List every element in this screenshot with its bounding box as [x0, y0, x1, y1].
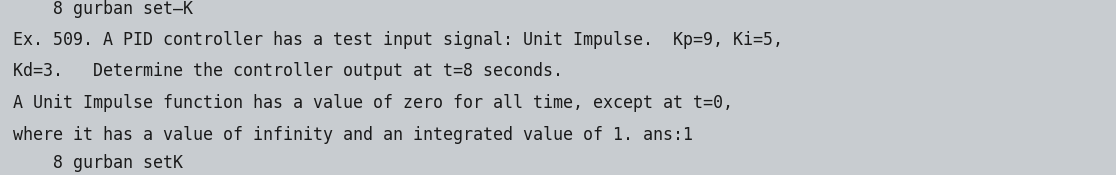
Text: where it has a value of infinity and an integrated value of 1. ans:1: where it has a value of infinity and an … — [13, 125, 693, 144]
Text: Ex. 509. A PID controller has a test input signal: Unit Impulse.  Kp=9, Ki=5,: Ex. 509. A PID controller has a test inp… — [13, 31, 783, 49]
Text: Kd=3.   Determine the controller output at t=8 seconds.: Kd=3. Determine the controller output at… — [13, 62, 564, 80]
Text: A Unit Impulse function has a value of zero for all time, except at t=0,: A Unit Impulse function has a value of z… — [13, 94, 733, 112]
Text: 8 gurban setK: 8 gurban setK — [13, 153, 183, 172]
Text: 8 gurban set̶K: 8 gurban set̶K — [13, 0, 193, 18]
